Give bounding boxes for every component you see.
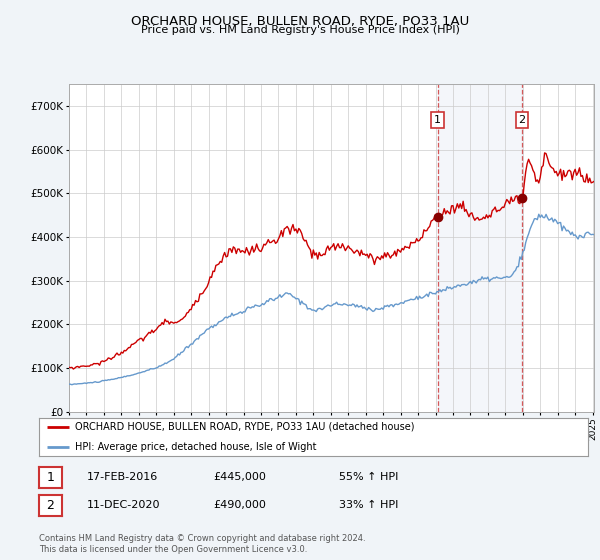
Text: 11-DEC-2020: 11-DEC-2020 (87, 500, 161, 510)
Text: 17-FEB-2016: 17-FEB-2016 (87, 472, 158, 482)
Text: ORCHARD HOUSE, BULLEN ROAD, RYDE, PO33 1AU (detached house): ORCHARD HOUSE, BULLEN ROAD, RYDE, PO33 1… (74, 422, 414, 432)
Text: 1: 1 (46, 471, 55, 484)
Text: £490,000: £490,000 (213, 500, 266, 510)
Text: 55% ↑ HPI: 55% ↑ HPI (339, 472, 398, 482)
Text: Contains HM Land Registry data © Crown copyright and database right 2024.
This d: Contains HM Land Registry data © Crown c… (39, 534, 365, 554)
Bar (437, 84, 522, 412)
Text: Price paid vs. HM Land Registry's House Price Index (HPI): Price paid vs. HM Land Registry's House … (140, 25, 460, 35)
Text: 2: 2 (46, 499, 55, 512)
Text: £445,000: £445,000 (213, 472, 266, 482)
Text: 33% ↑ HPI: 33% ↑ HPI (339, 500, 398, 510)
Text: 1: 1 (434, 115, 441, 125)
Text: ORCHARD HOUSE, BULLEN ROAD, RYDE, PO33 1AU: ORCHARD HOUSE, BULLEN ROAD, RYDE, PO33 1… (131, 15, 469, 27)
Text: HPI: Average price, detached house, Isle of Wight: HPI: Average price, detached house, Isle… (74, 442, 316, 452)
Text: 2: 2 (518, 115, 526, 125)
